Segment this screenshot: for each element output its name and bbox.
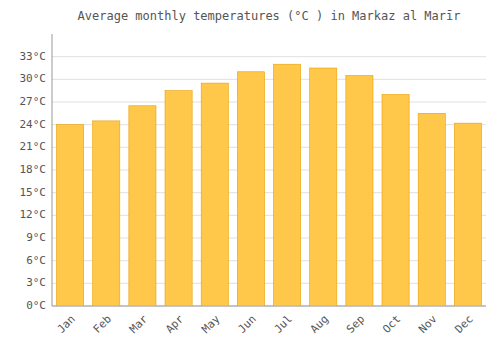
x-tick-label: May bbox=[199, 312, 223, 336]
y-axis: 0°C 3°C 6°C 9°C 12°C 15°C 18°C 21°C 24°C 27°C 30°C… bbox=[20, 34, 487, 312]
x-tick-label: Jul bbox=[272, 313, 295, 336]
bar bbox=[346, 76, 373, 306]
y-tick-label: 0°C bbox=[26, 299, 46, 312]
y-tick-label: 9°C bbox=[26, 231, 46, 244]
bar bbox=[418, 113, 445, 306]
x-tick-label: Jan bbox=[55, 313, 78, 336]
title: Average monthly temperatures (°C ) in Ma… bbox=[78, 9, 461, 23]
y-tick-label: 33°C bbox=[20, 50, 47, 63]
x-tick-label: Aug bbox=[308, 313, 331, 336]
y-tick-label: 3°C bbox=[26, 276, 46, 289]
x-tick-label: Feb bbox=[91, 313, 114, 336]
x-tick-label: Jun bbox=[235, 313, 258, 336]
x-axis: Jan Feb Mar Apr May Jun Jul Aug Sep Oct Nov Dec bbox=[55, 312, 476, 336]
bar bbox=[129, 106, 156, 306]
bar bbox=[57, 125, 84, 306]
bars bbox=[57, 64, 482, 306]
bar bbox=[165, 91, 192, 306]
bar bbox=[454, 123, 481, 306]
bar bbox=[274, 64, 301, 306]
bar bbox=[310, 68, 337, 306]
bar bbox=[93, 121, 120, 306]
y-axis-line bbox=[52, 34, 53, 306]
x-tick-label: Oct bbox=[380, 313, 403, 336]
bar bbox=[237, 72, 264, 306]
y-tick-label: 24°C bbox=[20, 118, 47, 131]
x-tick-label: Sep bbox=[344, 313, 367, 336]
y-tick-label: 18°C bbox=[20, 163, 47, 176]
grid bbox=[52, 57, 486, 306]
y-tick-label: 12°C bbox=[20, 208, 47, 221]
grid-line bbox=[52, 102, 486, 103]
y-tick-label: 6°C bbox=[26, 254, 46, 267]
bar bbox=[382, 94, 409, 306]
chart-svg: 0°C 3°C 6°C 9°C 12°C 15°C 18°C 21°C 24°C 27°C 30°C… bbox=[0, 0, 500, 350]
x-tick-label: Dec bbox=[452, 313, 475, 336]
x-tick-label: Nov bbox=[416, 312, 440, 336]
x-tick-label: Apr bbox=[163, 312, 187, 336]
grid-line bbox=[52, 56, 486, 57]
y-tick-label: 21°C bbox=[20, 140, 47, 153]
y-tick-label: 15°C bbox=[20, 186, 47, 199]
y-tick-label: 30°C bbox=[20, 72, 47, 85]
chart-container: 0°C 3°C 6°C 9°C 12°C 15°C 18°C 21°C 24°C 27°C 30°C… bbox=[0, 0, 500, 350]
x-tick-label: Mar bbox=[127, 312, 151, 336]
grid-line bbox=[52, 79, 486, 80]
y-tick-label: 27°C bbox=[20, 95, 47, 108]
bar bbox=[201, 83, 228, 306]
